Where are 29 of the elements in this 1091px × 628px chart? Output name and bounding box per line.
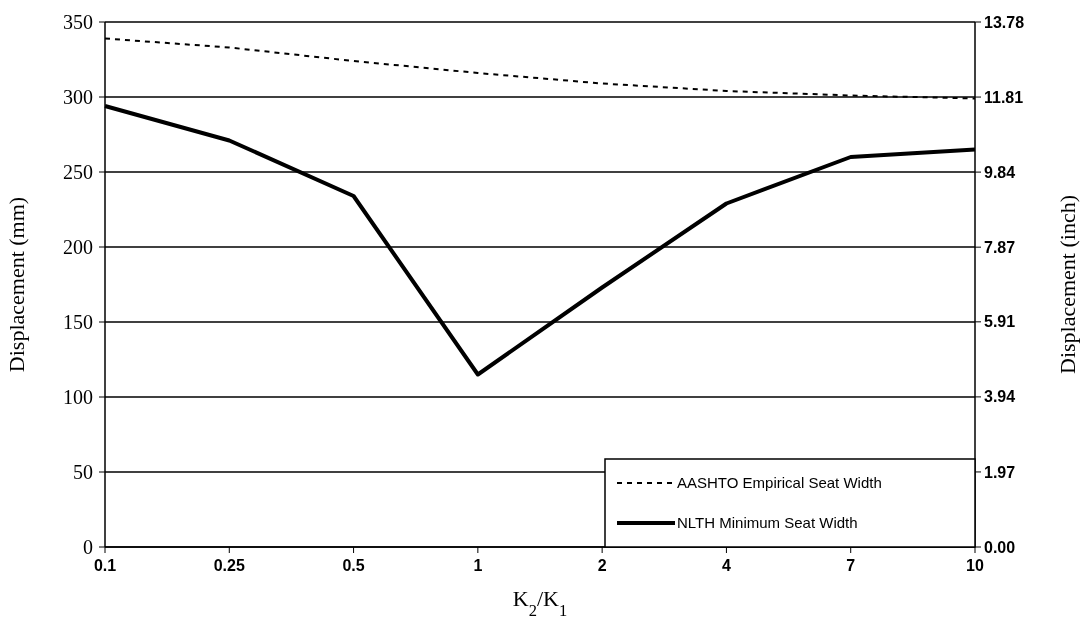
y2-tick-label: 1.97: [984, 463, 1016, 481]
y2-tick-label: 11.81: [984, 88, 1024, 106]
legend-label: AASHTO Empirical Seat Width: [677, 474, 882, 492]
y2-tick-label: 3.94: [984, 388, 1016, 406]
y2-tick-label: 7.87: [984, 238, 1016, 256]
legend-label: NLTH Minimum Seat Width: [677, 514, 858, 532]
x-tick-label: 10: [966, 557, 984, 574]
y-tick-label: 300: [63, 86, 93, 108]
y2-tick-label: 13.78: [984, 13, 1025, 31]
y-tick-label: 250: [63, 161, 93, 183]
y-tick-label: 350: [63, 11, 93, 33]
y2-tick-label: 5.91: [984, 313, 1016, 331]
y2-tick-label: 9.84: [984, 163, 1016, 181]
x-tick-label: 4: [721, 557, 731, 574]
x-tick-label: 0.1: [93, 557, 117, 574]
y-axis-title: Displacement (mm): [4, 196, 29, 373]
y-tick-label: 200: [63, 236, 93, 258]
y-tick-label: 150: [63, 311, 93, 333]
y2-axis-title: Displacement (inch): [1055, 195, 1080, 374]
y2-tick-label: 0.00: [984, 538, 1016, 556]
x-tick-label: 7: [846, 557, 856, 574]
x-tick-label: 0.5: [342, 557, 365, 574]
x-tick-label: 2: [597, 557, 607, 574]
x-axis-title: K$_{2}$/K$_{1}$: [512, 586, 568, 620]
x-tick-label: 1: [473, 557, 483, 574]
y-tick-label: 50: [73, 461, 93, 483]
x-tick-label: 0.25: [213, 557, 245, 574]
y-tick-label: 0: [83, 536, 93, 558]
y-tick-label: 100: [63, 386, 93, 408]
